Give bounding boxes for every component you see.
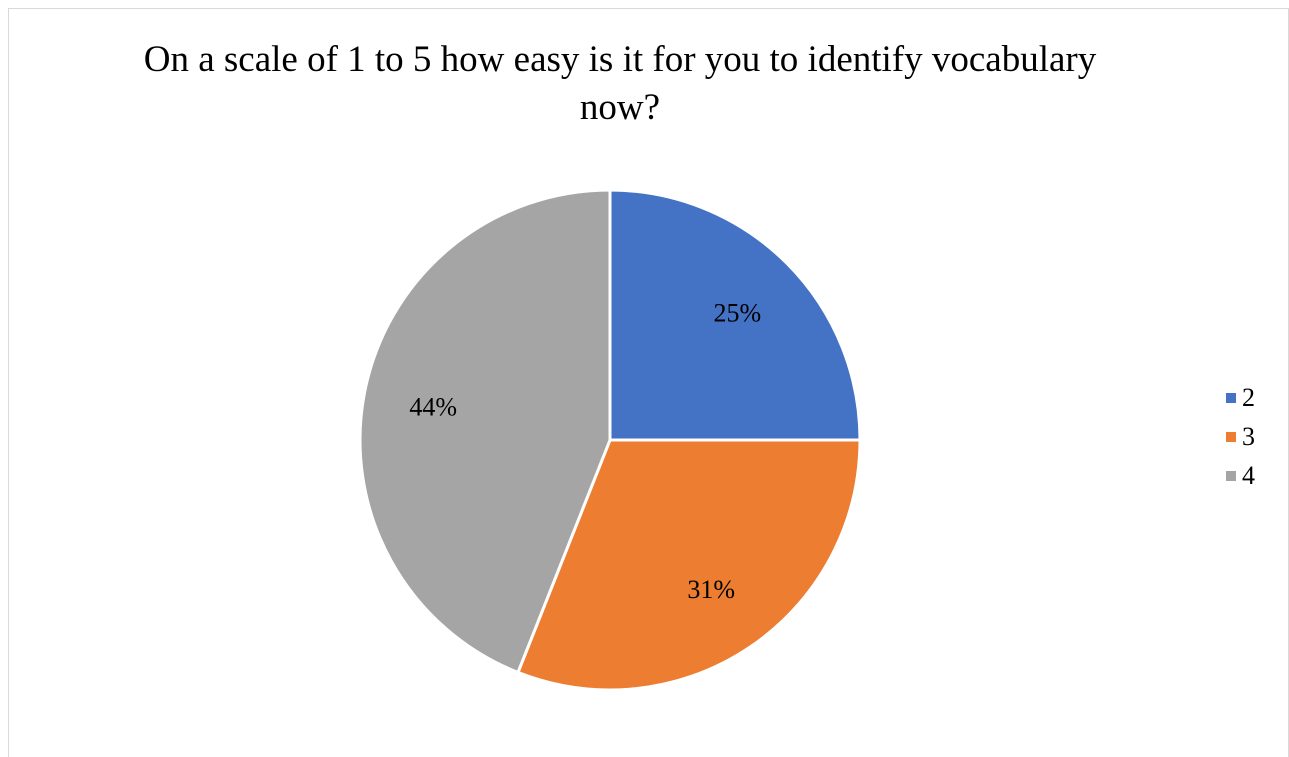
data-label-4: 44% bbox=[409, 392, 457, 421]
pie-slice-4 bbox=[358, 188, 612, 675]
legend-label: 2 bbox=[1242, 382, 1255, 412]
legend-item-3: 3 bbox=[1226, 417, 1255, 456]
legend-swatch bbox=[1226, 470, 1236, 481]
legend-swatch bbox=[1226, 431, 1236, 442]
legend-item-2: 2 bbox=[1226, 378, 1255, 417]
legend-label: 3 bbox=[1242, 421, 1255, 451]
legend-swatch bbox=[1226, 392, 1236, 403]
data-label-3: 31% bbox=[687, 575, 735, 604]
chart-title: On a scale of 1 to 5 how easy is it for … bbox=[143, 39, 1097, 128]
legend-item-4: 4 bbox=[1226, 456, 1255, 495]
pie-slice-3 bbox=[516, 438, 862, 692]
data-label-2: 25% bbox=[713, 299, 761, 328]
legend: 2 3 4 bbox=[1226, 378, 1255, 495]
legend-label: 4 bbox=[1242, 460, 1255, 490]
pie-slice-2 bbox=[608, 188, 862, 442]
